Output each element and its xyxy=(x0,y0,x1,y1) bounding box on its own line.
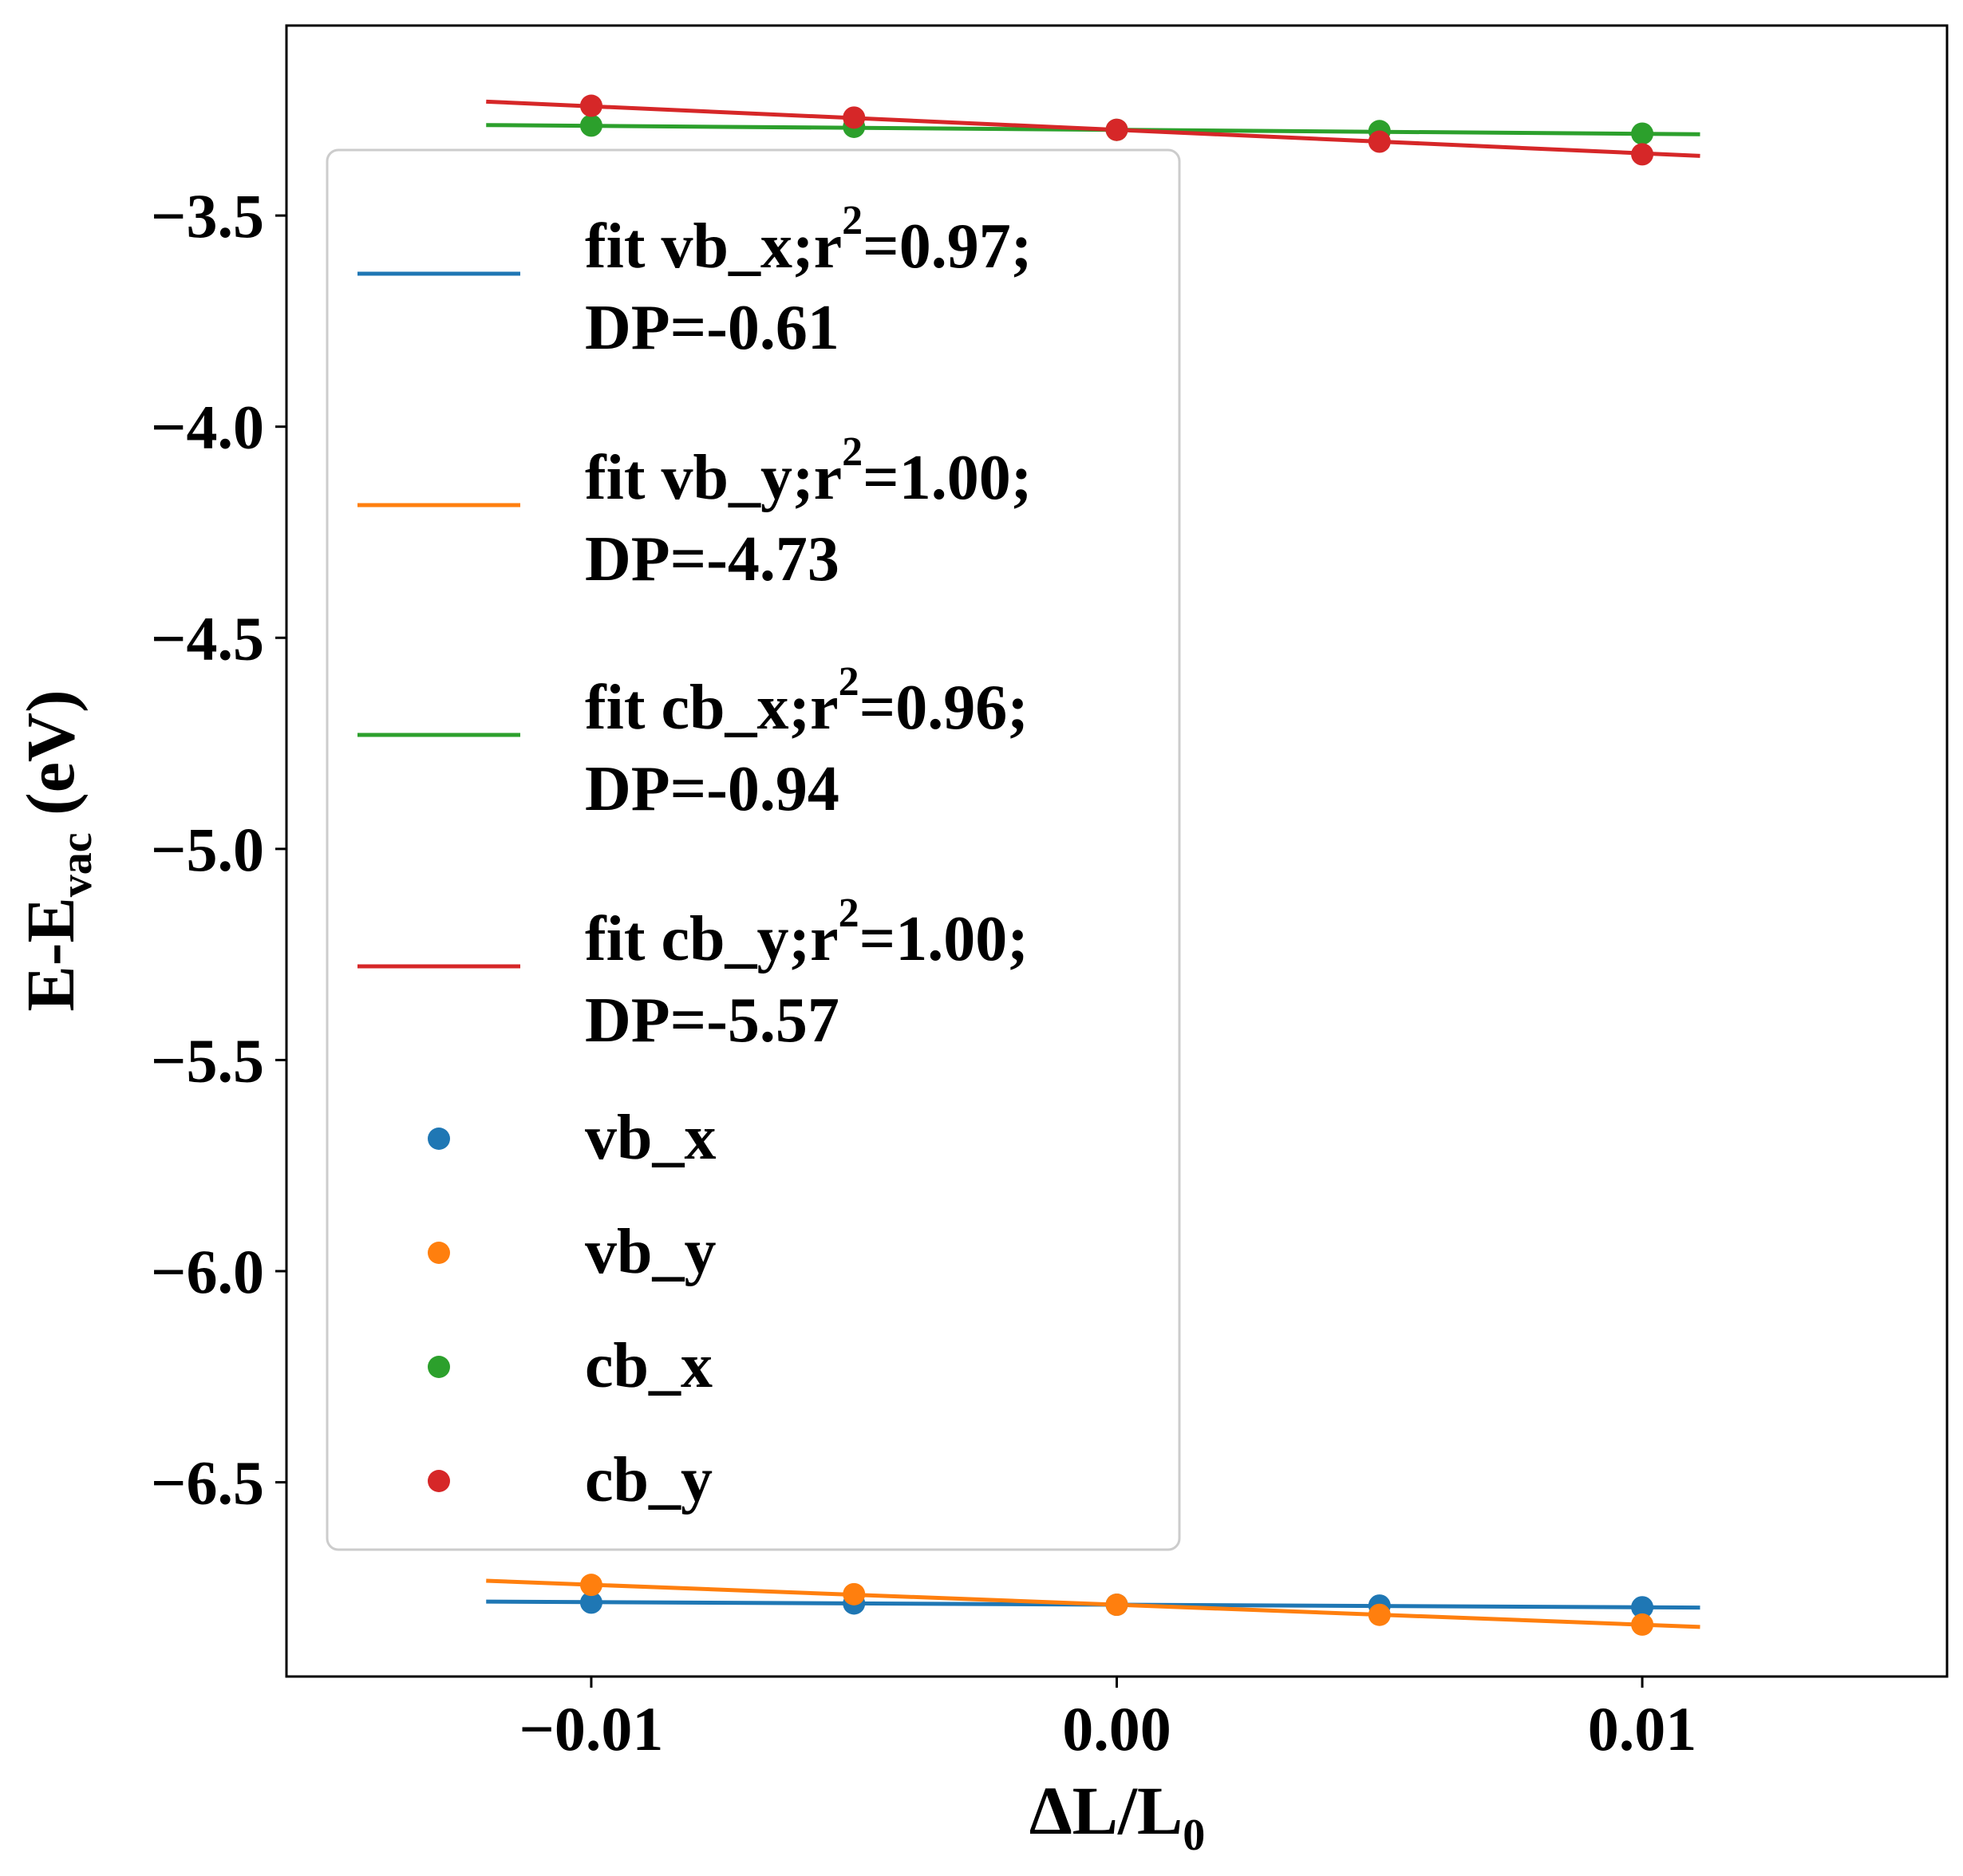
data-point-vb-x xyxy=(1631,1596,1654,1619)
legend-label-fit-vb-y-dp: DP=-4.73 xyxy=(585,524,839,594)
y-tick-label: −4.0 xyxy=(151,393,264,462)
data-point-vb-y xyxy=(1631,1613,1654,1636)
legend-label-vb-x: vb_x xyxy=(585,1103,717,1173)
legend-label-fit-vb-x-dp: DP=-0.61 xyxy=(585,293,839,363)
data-point-cb-y xyxy=(1105,118,1128,141)
legend-marker-vb-y xyxy=(428,1242,450,1264)
legend-marker-vb-x xyxy=(428,1128,450,1150)
y-tick-label: −4.5 xyxy=(151,603,264,673)
x-axis-label: ΔL/L0 xyxy=(1029,1772,1206,1860)
legend-frame xyxy=(326,148,1181,1551)
x-tick-label: 0.01 xyxy=(1588,1694,1697,1763)
fit-line-vb-y xyxy=(486,1578,1700,1629)
data-points xyxy=(579,94,1654,1636)
y-tick-label: −5.5 xyxy=(151,1025,264,1095)
legend-label-fit-cb-x: fit cb_x;r2=0.96; xyxy=(585,659,1029,743)
y-axis-label-subscript: vac xyxy=(52,832,101,897)
y-axis: −3.5 −4.0 −4.5 −5.0 −5.5 −6.0 −6.5 xyxy=(151,181,286,1518)
y-tick-label: −6.5 xyxy=(151,1448,264,1518)
y-axis-label-unit: (eV) xyxy=(12,689,89,832)
legend-label-fit-cb-y: fit cb_y;r2=1.00; xyxy=(585,891,1029,974)
data-point-cb-y xyxy=(1631,143,1654,166)
legend-label-fit-vb-x: fit vb_x;r2=0.97; xyxy=(585,198,1032,282)
legend-label-fit-cb-x-dp: DP=-0.94 xyxy=(585,754,839,824)
data-point-cb-y xyxy=(843,106,866,129)
legend-label-fit-cb-y-dp: DP=-5.57 xyxy=(585,985,839,1056)
data-point-vb-y xyxy=(579,1574,602,1597)
legend: fit vb_x;r2=0.97; DP=-0.61 fit vb_y;r2=1… xyxy=(326,148,1181,1551)
legend-marker-cb-x xyxy=(428,1356,450,1378)
data-point-vb-y xyxy=(843,1582,866,1605)
data-point-cb-y xyxy=(579,94,602,117)
data-point-vb-y xyxy=(1368,1603,1391,1626)
legend-label-fit-vb-y: fit vb_y;r2=1.00; xyxy=(585,429,1032,513)
data-point-vb-y xyxy=(1105,1594,1128,1617)
x-axis-label-subscript: 0 xyxy=(1183,1811,1205,1860)
legend-label-cb-x: cb_x xyxy=(585,1331,713,1401)
data-point-cb-x xyxy=(579,114,602,137)
fit-lines xyxy=(486,99,1700,1629)
x-tick-label: 0.00 xyxy=(1062,1694,1171,1763)
fit-line-cb-y xyxy=(486,99,1700,158)
legend-marker-cb-y xyxy=(428,1470,450,1492)
x-axis-label-main: ΔL/L xyxy=(1029,1772,1183,1849)
x-tick-label: −0.01 xyxy=(519,1694,663,1763)
y-tick-label: −5.0 xyxy=(151,815,264,884)
legend-label-vb-y: vb_y xyxy=(585,1217,717,1287)
data-point-vb-x xyxy=(579,1591,602,1614)
x-axis: −0.01 0.00 0.01 xyxy=(519,1677,1696,1763)
legend-label-cb-y: cb_y xyxy=(585,1445,713,1515)
data-point-cb-y xyxy=(1368,130,1391,153)
y-tick-label: −3.5 xyxy=(151,181,264,251)
data-point-cb-x xyxy=(1631,122,1654,145)
y-axis-label: E-Evac (eV) xyxy=(12,689,101,1011)
y-tick-label: −6.0 xyxy=(151,1237,264,1306)
y-axis-label-main: E-E xyxy=(12,897,89,1011)
